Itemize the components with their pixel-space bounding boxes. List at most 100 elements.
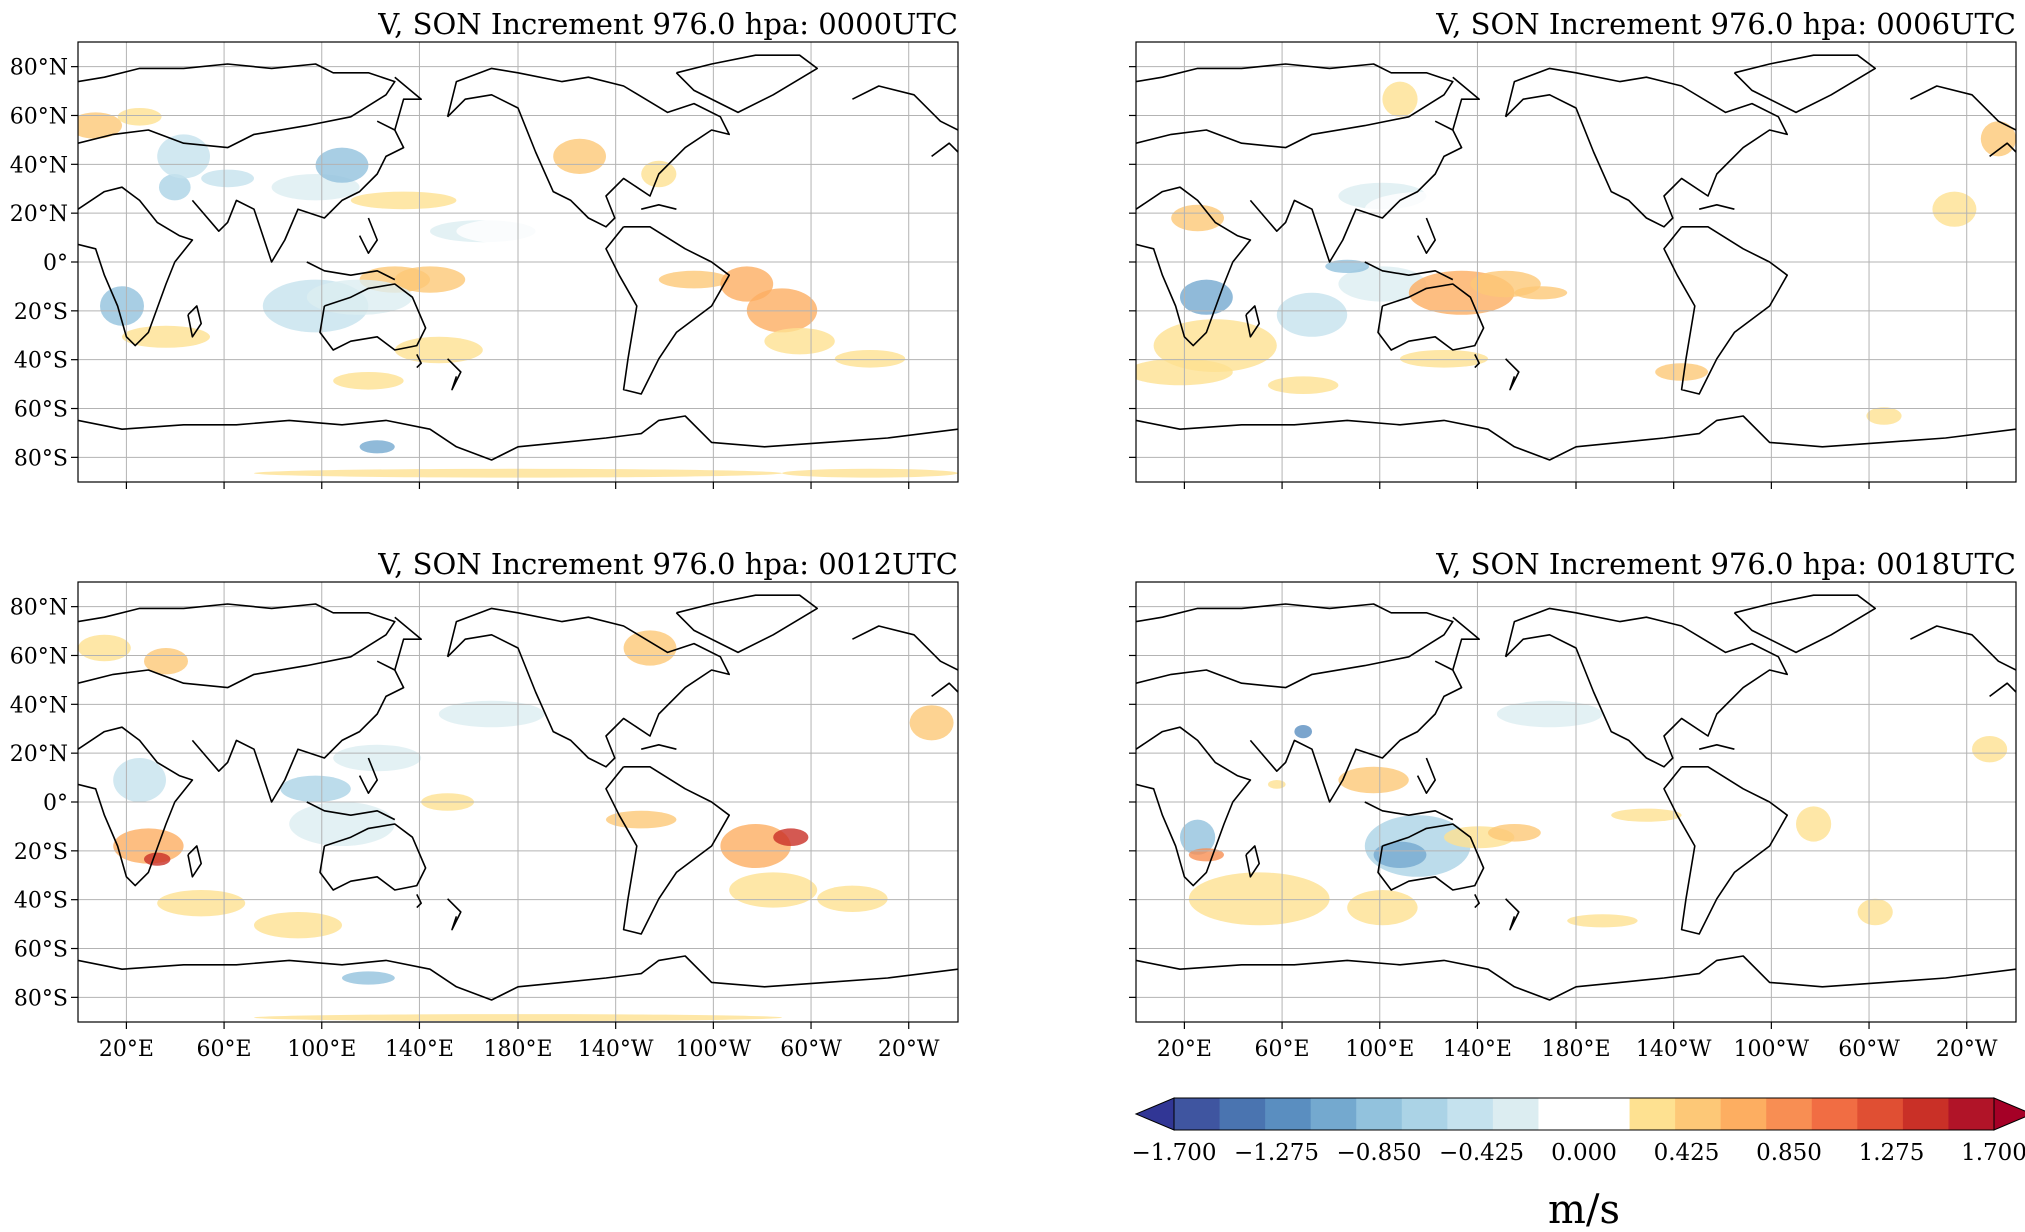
- lat-tick-label: 80°S: [14, 446, 68, 471]
- increment-blob: [1400, 350, 1488, 368]
- increment-blob: [1325, 259, 1370, 273]
- increment-blob: [1180, 279, 1233, 315]
- increment-blob: [144, 648, 188, 675]
- graticule: [1136, 582, 2016, 1022]
- increment-blob: [1276, 292, 1348, 337]
- map-panel-1: V, SON Increment 976.0 hpa: 0000UTC 80°N 6…: [10, 7, 959, 489]
- colorbar-segment: [1538, 1098, 1585, 1130]
- lon-tick-label: 20°W: [878, 1037, 940, 1062]
- colorbar-segment: [1447, 1098, 1494, 1130]
- increment-field: [1136, 81, 2016, 425]
- increment-blob: [1980, 121, 2016, 157]
- increment-blob: [117, 108, 162, 126]
- increment-blob: [1364, 191, 1488, 227]
- increment-blob: [158, 174, 191, 201]
- increment-blob: [1188, 872, 1330, 926]
- colorbar-tick-label: 0.000: [1551, 1140, 1617, 1166]
- increment-blob: [1347, 890, 1418, 926]
- lon-tick-label: 100°E: [287, 1037, 356, 1062]
- increment-blob: [113, 758, 166, 802]
- increment-blob: [623, 630, 677, 666]
- graticule: [1136, 42, 2016, 482]
- increment-blob: [157, 134, 211, 179]
- increment-blob: [834, 350, 906, 368]
- increment-blob: [1796, 806, 1832, 842]
- increment-blob: [1136, 358, 1233, 386]
- increment-blob: [773, 828, 809, 846]
- lat-tick-label: 60°S: [14, 398, 68, 423]
- lat-tick-label: 20°S: [14, 300, 68, 325]
- lat-tick-label: 40°S: [14, 889, 68, 914]
- increment-blob: [553, 138, 606, 174]
- increment-blob: [359, 440, 395, 454]
- lon-tick-label: 140°E: [385, 1037, 454, 1062]
- panel-title: V, SON Increment 976.0 hpa: 0012UTC: [377, 547, 958, 581]
- colorbar-tick-label: 0.425: [1654, 1140, 1720, 1166]
- map-panel-2: V, SON Increment 976.0 hpa: 0006UTC: [1129, 7, 2017, 489]
- colorbar-min-extend: [1134, 1097, 1175, 1131]
- increment-blob: [1373, 841, 1427, 868]
- increment-blob: [350, 191, 457, 210]
- increment-blob: [1294, 725, 1312, 739]
- lon-tick-label: 100°W: [676, 1037, 752, 1062]
- colorbar-segment: [1265, 1098, 1312, 1130]
- lat-tick-label: 40°S: [14, 349, 68, 374]
- lon-tick-label: 180°E: [1541, 1037, 1610, 1062]
- colorbar-tick-label: 1.700: [1961, 1140, 2025, 1166]
- increment-blob: [909, 705, 954, 741]
- colorbar-max-extend: [1993, 1097, 2025, 1131]
- increment-blob: [394, 266, 466, 293]
- lat-tick-label: 20°N: [10, 202, 68, 227]
- increment-blob: [78, 112, 122, 139]
- colorbar-segment: [1174, 1098, 1221, 1130]
- increment-blob: [817, 885, 888, 912]
- colorbar-segment: [1584, 1098, 1631, 1130]
- increment-blob: [1268, 376, 1339, 395]
- lat-tick-label: 20°N: [10, 742, 68, 767]
- lon-tick-label: 60°W: [780, 1037, 842, 1062]
- colorbar-segment: [1766, 1098, 1813, 1130]
- colorbar-segment: [1948, 1098, 1995, 1130]
- lon-tick-label: 100°E: [1345, 1037, 1414, 1062]
- increment-blob: [782, 468, 958, 478]
- lat-tick-label: 0°: [43, 791, 68, 816]
- increment-blob: [333, 372, 404, 390]
- increment-blob: [342, 971, 395, 985]
- increment-blob: [1382, 81, 1418, 117]
- colorbar-tick-label: −1.275: [1234, 1140, 1319, 1166]
- increment-blob: [1479, 222, 1585, 249]
- lat-tick-label: 80°N: [10, 56, 68, 81]
- increment-blob: [720, 824, 791, 868]
- lon-tick-label: 180°E: [483, 1037, 552, 1062]
- colorbar-segment: [1492, 1098, 1539, 1130]
- increment-field: [1180, 700, 2008, 928]
- map-panel-4: V, SON Increment 976.0 hpa: 0018UTC 20°E 6…: [1129, 547, 2017, 1062]
- colorbar-tick-label: 1.275: [1859, 1140, 1925, 1166]
- increment-field: [78, 630, 954, 1022]
- colorbar: −1.700 −1.275 −0.850 −0.425 0.000 0.425 0.850 1…: [1131, 1097, 2025, 1232]
- lat-tick-label: 80°N: [10, 596, 68, 621]
- increment-blob: [254, 912, 342, 939]
- increment-blob: [1488, 824, 1541, 842]
- lon-tick-label: 20°E: [1157, 1037, 1212, 1062]
- increment-blob: [1180, 819, 1216, 855]
- lon-tick-label: 60°W: [1838, 1037, 1900, 1062]
- colorbar-units-label: m/s: [1548, 1187, 1620, 1232]
- lon-tick-label: 140°W: [1636, 1037, 1712, 1062]
- increment-blob: [1972, 736, 2008, 763]
- map-panel-3: V, SON Increment 976.0 hpa: 0012UTC 80°N 6…: [10, 547, 959, 1062]
- increment-blob: [606, 810, 677, 829]
- lon-tick-label: 100°W: [1734, 1037, 1810, 1062]
- colorbar-segment: [1720, 1098, 1767, 1130]
- panel-title: V, SON Increment 976.0 hpa: 0018UTC: [1435, 547, 2016, 581]
- increment-blob: [1338, 766, 1409, 794]
- colorbar-tick-label: −0.425: [1439, 1140, 1524, 1166]
- increment-blob: [100, 286, 144, 326]
- increment-blob: [394, 336, 483, 364]
- colorbar-segment: [1401, 1098, 1448, 1130]
- increment-blob: [1655, 363, 1708, 381]
- graticule: [78, 42, 958, 482]
- lat-tick-label: 80°S: [14, 986, 68, 1011]
- increment-blob: [1188, 848, 1224, 862]
